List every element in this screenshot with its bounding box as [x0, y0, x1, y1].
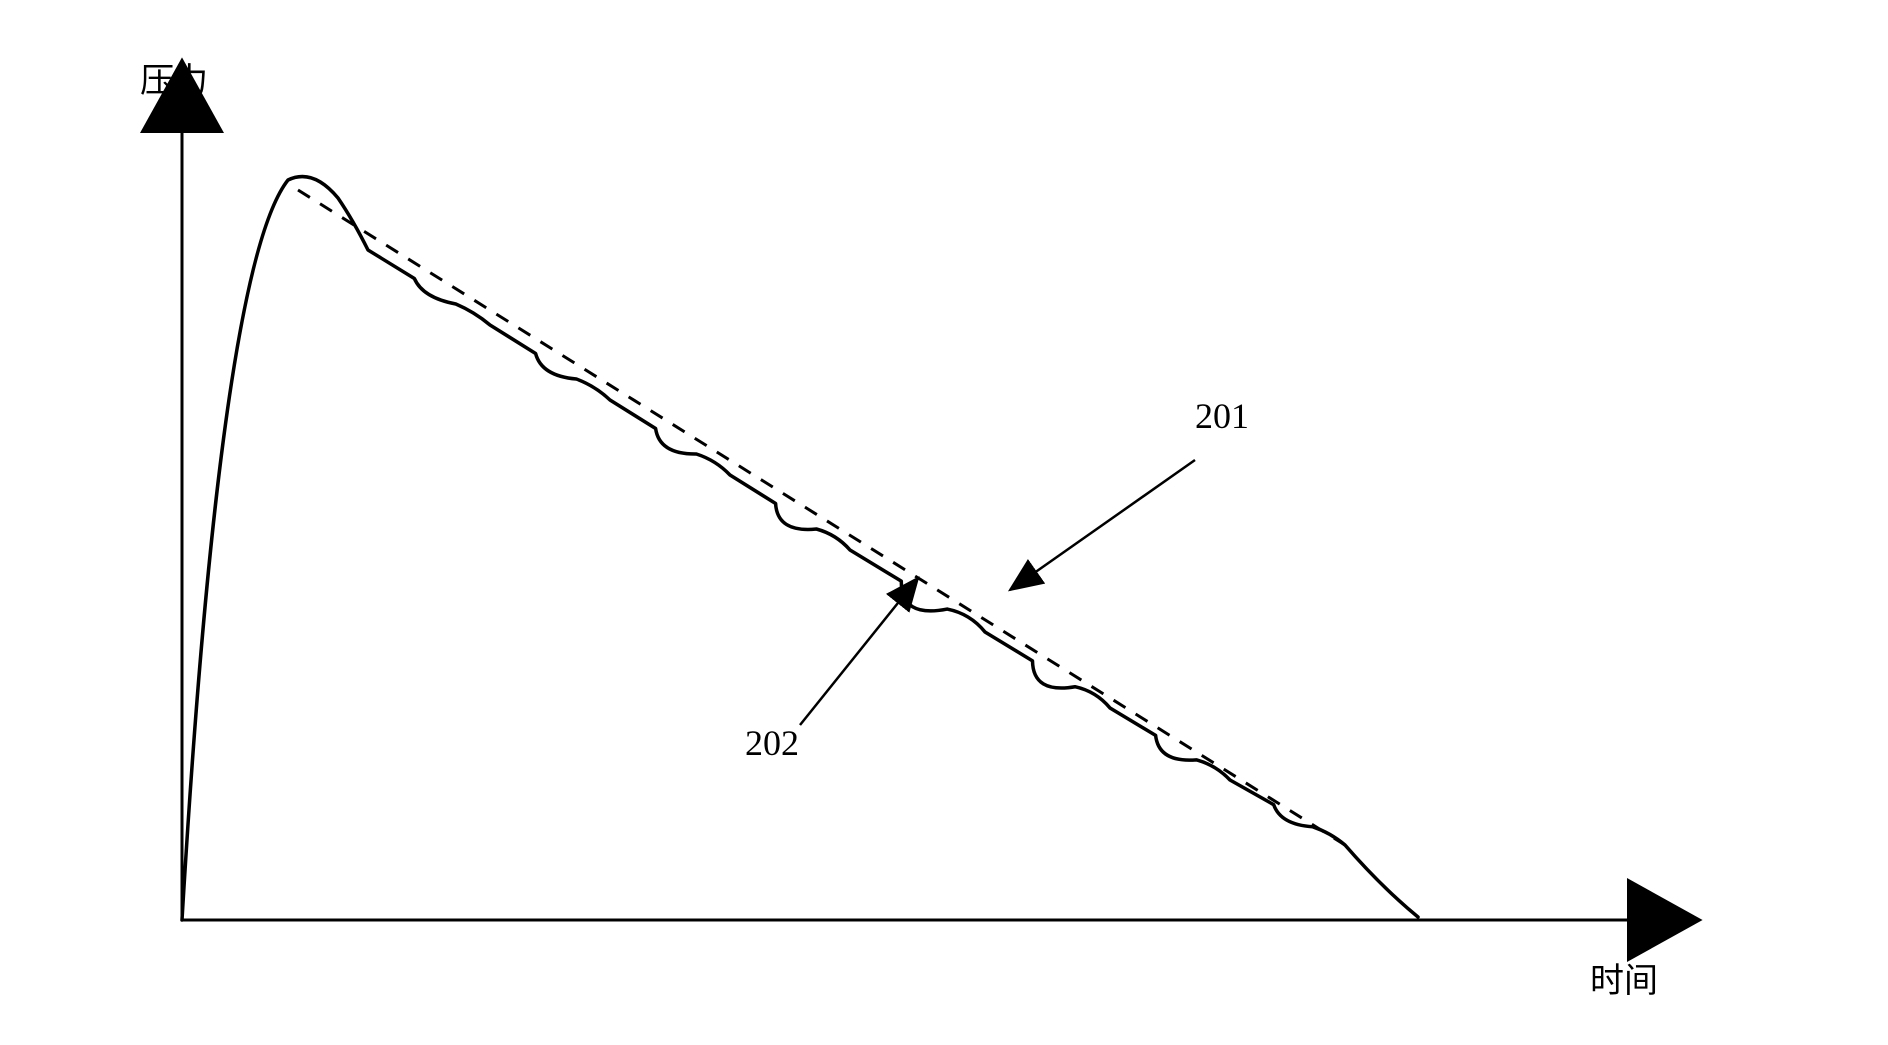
annotation-arrow-202 — [800, 578, 918, 725]
annotation-arrow-201 — [1010, 460, 1195, 590]
pressure-curve — [182, 177, 1418, 920]
y-axis-label: 压力 — [140, 62, 208, 100]
chart-svg: 201 202 压力时间 — [0, 0, 1888, 1040]
pressure-time-chart: 201 202 压力时间 — [0, 0, 1888, 1040]
x-axis-label: 时间 — [1590, 963, 1658, 1000]
annotation-label-202: 202 — [745, 723, 799, 763]
annotation-label-201: 201 — [1195, 396, 1249, 436]
baseline-dashed — [298, 190, 1345, 845]
